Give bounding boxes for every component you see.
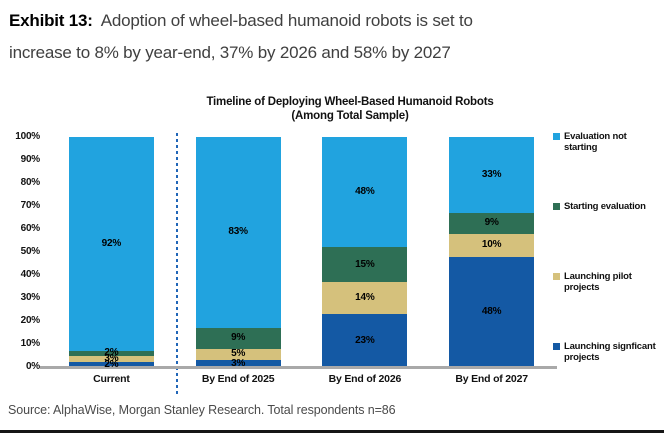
x-axis-line: [40, 366, 557, 369]
bar-segment: 3%: [68, 352, 154, 364]
bar-column: 33% 9% 10% 48%: [428, 137, 555, 367]
bar-segment: 15%: [322, 247, 408, 282]
bar-segment: 83%: [195, 137, 281, 328]
chart-title-main: Timeline of Deploying Wheel-Based Humano…: [206, 96, 494, 108]
exhibit-title: Exhibit 13: Adoption of wheel-based human…: [9, 5, 659, 69]
exhibit-title-line1: Adoption of wheel-based humanoid robots …: [100, 11, 473, 30]
legend-swatch: [553, 273, 560, 280]
legend-label: Launching signficant projects: [564, 341, 656, 363]
bar-segment: 9%: [195, 327, 281, 349]
bar-segment: 2%: [68, 358, 154, 370]
bar-segment-value-label: 3%: [231, 357, 246, 369]
y-axis-tick-label: 70%: [20, 200, 41, 211]
x-axis-labels: Current By End of 2025 By End of 2026 By En…: [48, 373, 555, 385]
legend-item: Starting evaluation: [553, 201, 656, 212]
y-axis-tick-label: 90%: [20, 154, 41, 165]
legend-swatch: [553, 203, 560, 210]
legend-item: Launching signficant projects: [553, 341, 656, 363]
y-axis: 100% 90% 80% 70% 60% 50% 40% 30% 20% 10% 0%: [0, 131, 41, 372]
y-axis-tick-label: 50%: [20, 246, 41, 257]
bar-segment-value-label: 10%: [481, 239, 502, 251]
legend-swatch: [553, 343, 560, 350]
chart-title: Timeline of Deploying Wheel-Based Humano…: [40, 96, 660, 123]
bar-segment-value-label: 48%: [481, 305, 502, 317]
x-axis-category-label: Current: [93, 373, 130, 385]
y-axis-tick-label: 100%: [15, 131, 40, 142]
y-axis-tick-label: 80%: [20, 177, 41, 188]
x-axis-category-label: By End of 2027: [455, 373, 528, 385]
bar-segment: 2%: [68, 347, 154, 359]
bar-segment-value-label: 5%: [231, 348, 246, 360]
stacked-bar: 92% 2% 3% 2%: [68, 137, 154, 370]
bar-segment-value-label: 33%: [481, 168, 502, 180]
y-axis-tick-label: 30%: [20, 292, 41, 303]
bar-segment: 33%: [449, 137, 535, 213]
bar-segment: 48%: [449, 256, 535, 367]
y-axis-tick-label: 60%: [20, 223, 41, 234]
bar-segment-value-label: 15%: [355, 258, 375, 270]
bottom-border-line: [0, 430, 664, 433]
legend-label: Starting evaluation: [564, 201, 646, 212]
y-axis-tick-label: 0%: [25, 361, 40, 372]
bar-segment-value-label: 2%: [104, 358, 119, 370]
bar-segment-value-label: 83%: [228, 226, 248, 238]
exhibit-label: Exhibit 13:: [9, 11, 93, 30]
bar-segment-value-label: 2%: [104, 347, 119, 359]
bar-column: 83% 9% 5% 3%: [175, 137, 302, 369]
bar-segment: 92%: [68, 137, 154, 351]
exhibit-title-line2: increase to 8% by year-end, 37% by 2026 …: [9, 43, 451, 62]
legend-item: Evaluation not starting: [553, 131, 656, 153]
bar-column: 48% 15% 14% 23%: [302, 137, 429, 367]
bar-segment-value-label: 9%: [484, 217, 499, 229]
stacked-bar: 83% 9% 5% 3%: [195, 137, 281, 369]
bar-segment: 5%: [195, 348, 281, 361]
x-axis-category-label: By End of 2026: [328, 373, 402, 385]
stacked-bar: 33% 9% 10% 48%: [449, 137, 535, 367]
bar-segment: 48%: [322, 137, 408, 248]
bar-segment-value-label: 9%: [231, 332, 246, 344]
current-vs-forecast-divider-line: [176, 133, 178, 396]
y-axis-tick-label: 40%: [20, 269, 41, 280]
bar-segment: 10%: [449, 233, 535, 257]
legend-swatch: [553, 133, 560, 140]
y-axis-tick-label: 20%: [20, 315, 41, 326]
bar-segment: 14%: [322, 281, 408, 315]
bar-segment: 3%: [195, 357, 281, 369]
stacked-bar: 48% 15% 14% 23%: [322, 137, 408, 367]
chart-title-sub: (Among Total Sample): [291, 109, 409, 122]
legend-label: Evaluation not starting: [564, 131, 627, 153]
bar-column: 92% 2% 3% 2%: [48, 137, 175, 370]
bar-segment-value-label: 14%: [355, 292, 375, 304]
legend-label: Launching pilot projects: [564, 271, 632, 293]
bar-segment-value-label: 92%: [101, 237, 122, 249]
plot-area: 92% 2% 3% 2% 83% 9% 5% 3% 48% 15% 14% 23% 33% 9% 10% 48…: [48, 137, 555, 370]
y-axis-tick-label: 10%: [20, 338, 41, 349]
bar-segment: 23%: [322, 314, 408, 367]
chart-legend: Evaluation not starting Starting evaluati…: [553, 131, 663, 371]
bar-segment: 9%: [449, 212, 535, 234]
bar-segment-value-label: 3%: [104, 352, 119, 364]
source-note: Source: AlphaWise, Morgan Stanley Resear…: [8, 403, 396, 417]
legend-item: Launching pilot projects: [553, 271, 656, 293]
x-axis-category-label: By End of 2025: [201, 373, 275, 385]
bar-segment-value-label: 48%: [355, 186, 375, 198]
bar-segment-value-label: 23%: [355, 334, 375, 346]
